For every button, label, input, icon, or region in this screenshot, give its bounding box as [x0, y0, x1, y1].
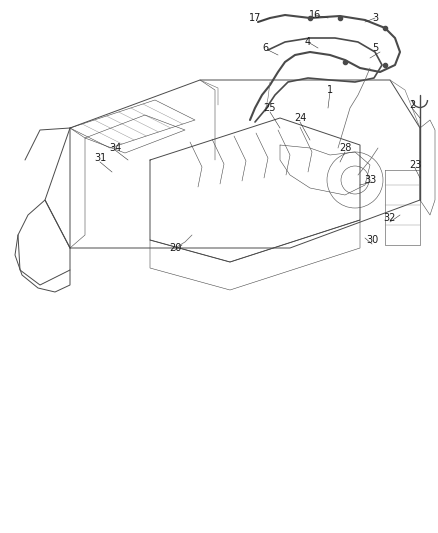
Text: 16: 16 [309, 10, 321, 20]
Text: 20: 20 [169, 243, 181, 253]
Text: 30: 30 [366, 235, 378, 245]
Text: 3: 3 [372, 13, 378, 23]
Text: 28: 28 [339, 143, 351, 153]
Text: 33: 33 [364, 175, 376, 185]
Text: 25: 25 [264, 103, 276, 113]
Text: 23: 23 [409, 160, 421, 170]
Text: 34: 34 [109, 143, 121, 153]
Text: 32: 32 [384, 213, 396, 223]
Text: 6: 6 [262, 43, 268, 53]
Text: 1: 1 [327, 85, 333, 95]
Text: 31: 31 [94, 153, 106, 163]
Text: 4: 4 [305, 37, 311, 47]
Text: 5: 5 [372, 43, 378, 53]
Text: 2: 2 [409, 100, 415, 110]
Text: 24: 24 [294, 113, 306, 123]
Text: 17: 17 [249, 13, 261, 23]
